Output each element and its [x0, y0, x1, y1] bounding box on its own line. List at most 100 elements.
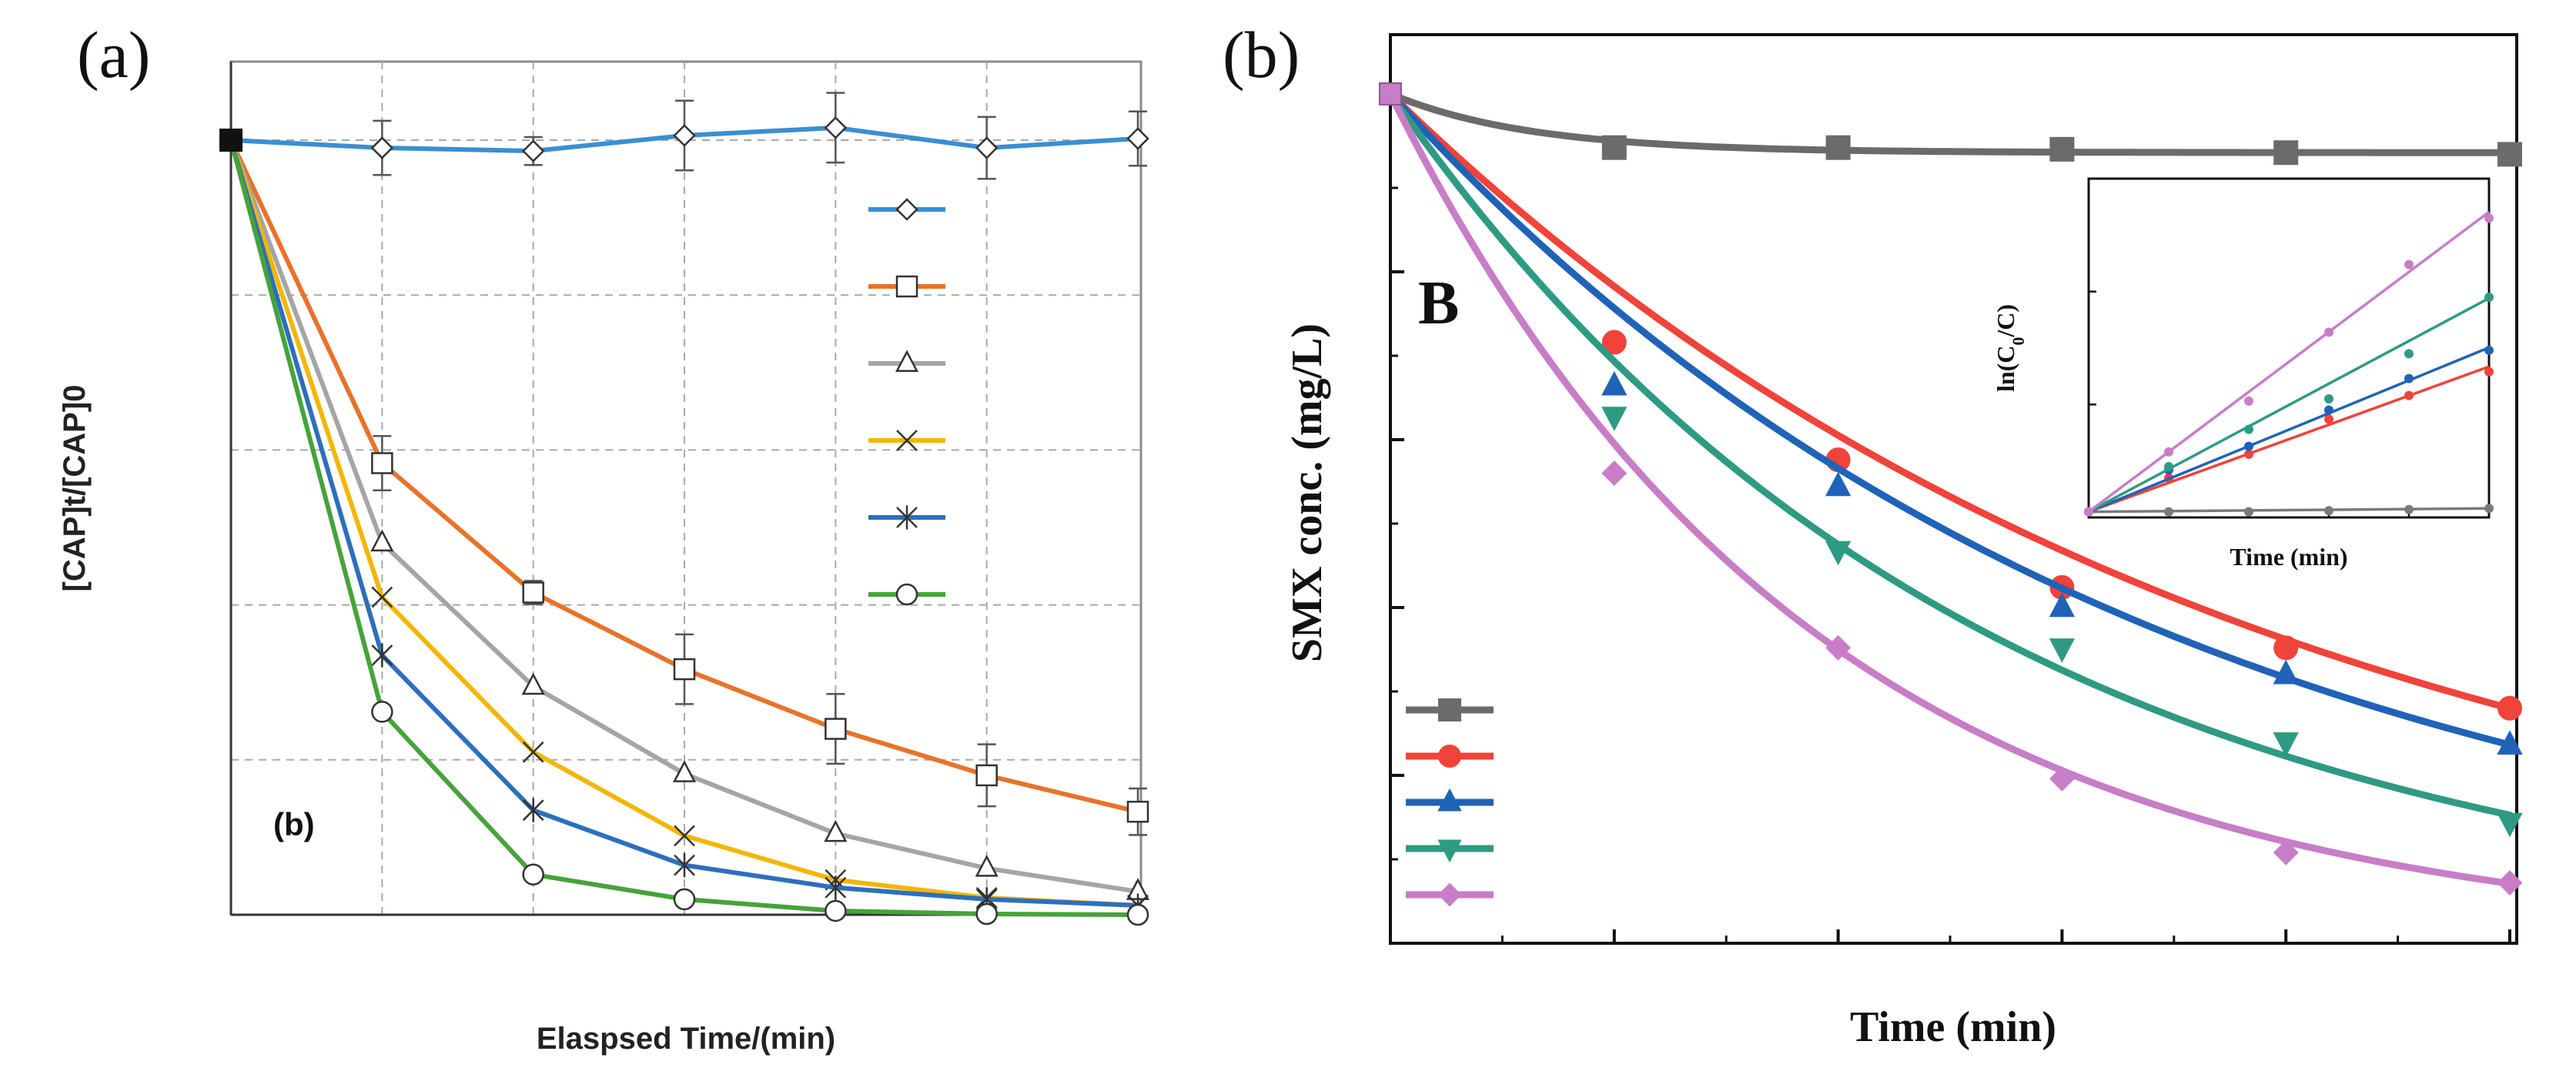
inset-data-point: [2404, 259, 2414, 270]
data-point: [975, 855, 999, 877]
panel-a-series: [219, 92, 1150, 926]
data-point: [1825, 135, 1851, 160]
data-point: [673, 888, 696, 911]
data-point: [1601, 135, 1627, 160]
inset-fit-line: [2088, 346, 2490, 514]
legend-item-p-270-w: [1406, 839, 1494, 863]
inset-data-point: [2484, 293, 2494, 302]
legend-item-p-240-w: [1406, 788, 1494, 812]
data-point: [825, 899, 847, 922]
legend-marker: [895, 275, 918, 298]
legend-item-control: [868, 198, 945, 221]
inset-data-point: [2404, 349, 2414, 359]
data-point: [2273, 635, 2299, 661]
data-point: [522, 741, 544, 763]
data-point: [521, 672, 545, 695]
data-point: [1825, 634, 1852, 661]
data-point: [2273, 140, 2299, 166]
panel-b-plot-frame: [1389, 33, 2518, 945]
data-point: [371, 586, 393, 608]
inset-fit-line: [2088, 507, 2490, 514]
panel-b-legend: [1406, 698, 1494, 907]
panel-a-xlabel: Elaspsed Time/(min): [537, 1022, 835, 1056]
data-point: [672, 760, 697, 782]
data-point: [2049, 765, 2075, 792]
inset-data-point: [2484, 367, 2494, 377]
data-point: [673, 124, 696, 147]
origin-point: [219, 129, 243, 152]
inset-data-point: [2164, 507, 2173, 517]
panel-b-inset: Time (min) ln(C0/C): [1992, 177, 2494, 571]
inset-data-point: [2484, 504, 2494, 514]
inset-data-point: [2324, 394, 2333, 403]
data-point: [370, 136, 394, 159]
legend-marker: [896, 430, 918, 451]
legend-marker: [896, 505, 918, 530]
inset-data-point: [2244, 441, 2253, 451]
data-point: [2049, 136, 2075, 162]
data-point: [522, 798, 544, 822]
data-point: [825, 875, 847, 900]
data-point: [2497, 695, 2522, 721]
data-point: [975, 136, 999, 159]
panel-b-label: (b): [1223, 18, 1300, 92]
panel-a-legend: [868, 198, 945, 606]
data-point: [2049, 592, 2076, 618]
data-point: [522, 581, 544, 604]
inset-data-point: [2484, 345, 2494, 355]
legend-item-e30: [868, 430, 945, 451]
legend-marker: [1437, 839, 1462, 863]
inset-data-point: [2244, 449, 2253, 459]
data-point: [2497, 870, 2523, 896]
inset-data-point: [2324, 327, 2333, 337]
data-point: [824, 819, 848, 842]
legend-marker: [1438, 745, 1461, 768]
panel-b-series: [1379, 82, 2523, 896]
panel-b-inner-label: B: [1418, 270, 1459, 337]
inset-series-p-0-w: [2084, 504, 2494, 517]
inset-data-point: [2404, 504, 2414, 514]
data-point: [975, 764, 998, 787]
inset-data-point: [2324, 414, 2333, 424]
data-point: [1601, 460, 1628, 487]
inset-fit-line: [2088, 296, 2490, 514]
series-p-300-w: [1387, 90, 2523, 896]
data-point: [521, 139, 545, 162]
inset-ylabel-part-1: ln(C: [1992, 346, 2019, 392]
inset-series: [2084, 210, 2494, 517]
legend-marker: [1438, 698, 1461, 721]
inset-data-point: [2404, 390, 2414, 400]
data-point: [371, 701, 393, 723]
series-p-220-w: [1387, 90, 2522, 721]
inset-data-point: [2244, 507, 2253, 517]
legend-marker: [895, 198, 918, 221]
data-point: [370, 529, 394, 552]
series-p-240-w: [1387, 90, 2523, 755]
data-point: [975, 902, 998, 926]
data-point: [1825, 471, 1852, 497]
series-p-0-w: [1387, 90, 2522, 167]
panel-b-ylabel: SMX conc. (mg/L): [1283, 323, 1331, 662]
data-point: [2273, 659, 2299, 685]
data-point: [2497, 730, 2523, 755]
data-point: [2497, 142, 2522, 167]
data-point: [1601, 330, 1627, 355]
data-point: [1825, 541, 1852, 566]
fit-curve-p-300-w: [1387, 90, 2514, 887]
legend-marker: [1437, 882, 1462, 907]
panel-a-ylabel: [CAP]t/[CAP]0: [58, 385, 92, 592]
series-p-270-w: [1387, 90, 2523, 838]
data-point: [371, 452, 393, 474]
data-point: [2497, 812, 2523, 838]
data-point: [522, 863, 544, 886]
panel-b-chart: (b) B Time (min) SMX conc. (mg/L) Time (…: [1223, 18, 2523, 1051]
legend-item-p-300-w: [1406, 882, 1494, 907]
data-point: [2049, 638, 2076, 663]
inset-series-p-300-w: [2084, 210, 2494, 517]
legend-item-e50: [868, 583, 945, 606]
legend-item-e20: [868, 350, 945, 372]
data-point: [1126, 127, 1149, 150]
fit-curve-p-220-w: [1387, 90, 2514, 712]
data-point: [673, 658, 696, 681]
series-control: [219, 92, 1149, 180]
